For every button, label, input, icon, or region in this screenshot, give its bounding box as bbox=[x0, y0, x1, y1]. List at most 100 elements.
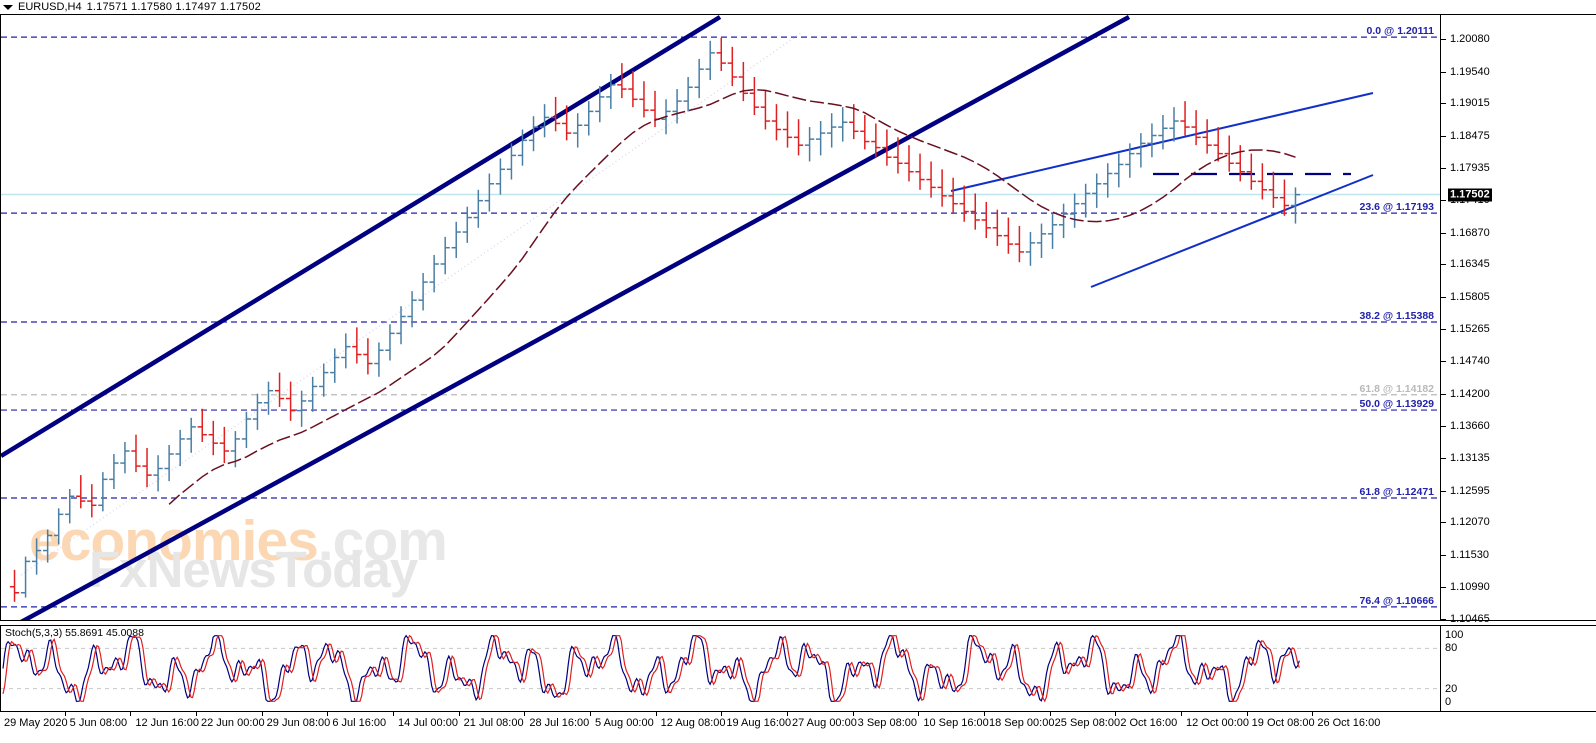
price-tick bbox=[1441, 103, 1446, 105]
fibonacci-label: 61.8 @ 1.14182 bbox=[1360, 383, 1435, 395]
time-axis-tick bbox=[721, 712, 723, 716]
price-tick bbox=[1441, 71, 1446, 73]
time-axis-tick bbox=[1312, 712, 1314, 716]
price-tick bbox=[1441, 264, 1446, 266]
time-axis-label: 27 Aug 00:00 bbox=[792, 717, 857, 729]
price-tick bbox=[1441, 490, 1446, 492]
price-axis-label: 1.13660 bbox=[1450, 420, 1490, 433]
price-axis-label: 1.10465 bbox=[1450, 613, 1490, 625]
fibonacci-label: 23.6 @ 1.17193 bbox=[1360, 201, 1435, 213]
fibonacci-label: 76.4 @ 1.10666 bbox=[1360, 595, 1435, 607]
price-axis-label: 1.16345 bbox=[1450, 258, 1490, 271]
time-axis-tick bbox=[852, 712, 854, 716]
stochastic-title: Stoch(5,3,3) 55.8691 45.0088 bbox=[5, 627, 144, 639]
stochastic-axis-label: 100 bbox=[1445, 629, 1464, 641]
time-axis-label: 29 Jun 08:00 bbox=[266, 717, 331, 729]
dotted-trendline bbox=[20, 32, 802, 576]
time-axis-tick bbox=[1115, 712, 1117, 716]
price-axis-label: 1.16870 bbox=[1450, 226, 1490, 239]
wedge-lower-line bbox=[1090, 174, 1374, 288]
stochastic-k-line bbox=[2, 634, 1300, 702]
time-axis-label: 12 Oct 00:00 bbox=[1186, 717, 1249, 729]
price-axis-label: 1.12070 bbox=[1450, 516, 1490, 529]
price-tick bbox=[1441, 457, 1446, 459]
price-axis[interactable]: 1.200801.195401.190151.184751.179351.174… bbox=[1441, 14, 1596, 625]
price-tick bbox=[1441, 329, 1446, 331]
time-axis-label: 6 Jul 16:00 bbox=[332, 717, 387, 729]
price-tick bbox=[1441, 135, 1446, 137]
time-axis-tick bbox=[327, 712, 329, 716]
stochastic-axis-label: 20 bbox=[1445, 682, 1458, 695]
time-axis[interactable]: 29 May 2020 5 Jun 08:00 12 Jun 16:00 22 Jun… bbox=[0, 712, 1441, 743]
price-tick bbox=[1441, 168, 1446, 170]
price-tick bbox=[1441, 232, 1446, 234]
symbol-header: EURUSD,H4 1.17571 1.17580 1.17497 1.1750… bbox=[0, 0, 261, 14]
time-axis-tick bbox=[655, 712, 657, 716]
time-axis-tick bbox=[130, 712, 132, 716]
price-axis-label: 1.19015 bbox=[1450, 97, 1490, 110]
stochastic-axis-label: 80 bbox=[1445, 642, 1458, 655]
moving-average-line bbox=[168, 88, 1296, 505]
time-axis-label: 12 Aug 08:00 bbox=[660, 717, 726, 729]
time-axis-tick bbox=[590, 712, 591, 716]
time-axis-label: 26 Oct 16:00 bbox=[1317, 717, 1381, 729]
price-axis-label: 1.19540 bbox=[1450, 65, 1490, 78]
time-axis-label: 14 Jul 00:00 bbox=[398, 717, 458, 729]
time-axis-label: 29 May 2020 bbox=[4, 717, 68, 729]
fibonacci-label: 61.8 @ 1.12471 bbox=[1360, 486, 1435, 498]
time-axis-label: 19 Aug 16:00 bbox=[726, 717, 792, 729]
time-axis-tick bbox=[64, 712, 66, 716]
symbol-name[interactable]: EURUSD,H4 bbox=[18, 1, 82, 13]
time-axis-tick bbox=[196, 712, 197, 716]
price-tick bbox=[1441, 39, 1446, 40]
price-axis-label: 1.11530 bbox=[1450, 548, 1489, 561]
price-tick bbox=[1441, 587, 1446, 589]
price-tick bbox=[1441, 200, 1446, 202]
time-axis-tick bbox=[458, 712, 460, 716]
price-axis-label: 1.12595 bbox=[1450, 484, 1490, 497]
price-tick bbox=[1441, 296, 1446, 298]
price-axis-label: 1.15265 bbox=[1450, 323, 1490, 336]
time-axis-label: 2 Oct 16:00 bbox=[1120, 717, 1178, 729]
price-chart-canvas: 0.0 @ 1.20111 23.6 @ 1.17193 38.2 @ 1.1538… bbox=[1, 15, 1440, 620]
price-tick bbox=[1441, 361, 1446, 363]
price-tick bbox=[1441, 522, 1446, 524]
price-tick bbox=[1441, 619, 1446, 620]
time-axis-tick bbox=[393, 712, 394, 716]
current-price-label: 1.17502 bbox=[1448, 188, 1492, 201]
wedge-upper-line bbox=[950, 92, 1374, 192]
time-axis-tick bbox=[984, 712, 985, 716]
time-axis-label: 25 Sep 08:00 bbox=[1054, 717, 1121, 729]
time-axis-label: 21 Jul 08:00 bbox=[463, 717, 524, 729]
trend-channel-line bbox=[1, 15, 722, 458]
time-axis-label: 19 Oct 08:00 bbox=[1251, 717, 1315, 729]
time-axis-label: 12 Jun 16:00 bbox=[135, 717, 199, 729]
price-tick bbox=[1441, 554, 1446, 556]
ohlc-bars bbox=[9, 37, 1301, 602]
price-chart-panel[interactable]: economies.com FxNewsToday 0.0 @ 1.201112… bbox=[0, 14, 1441, 621]
stochastic-canvas bbox=[1, 634, 1440, 703]
time-axis-tick bbox=[1049, 712, 1051, 716]
time-axis-label: 18 Sep 00:00 bbox=[989, 717, 1055, 729]
time-axis-label: 28 Jul 16:00 bbox=[529, 717, 590, 729]
price-tick bbox=[1441, 426, 1446, 428]
time-axis-label: 5 Jun 08:00 bbox=[69, 717, 128, 729]
fibonacci-label: 50.0 @ 1.13929 bbox=[1360, 398, 1435, 410]
price-axis-label: 1.18475 bbox=[1450, 129, 1490, 142]
price-axis-label: 1.15805 bbox=[1450, 290, 1490, 303]
time-axis-tick bbox=[918, 712, 920, 716]
time-axis-label: 3 Sep 08:00 bbox=[857, 717, 917, 729]
fibonacci-label: 38.2 @ 1.15388 bbox=[1360, 310, 1435, 322]
price-axis-label: 1.13135 bbox=[1450, 451, 1490, 464]
price-axis-label: 1.20080 bbox=[1450, 33, 1490, 45]
price-axis-label: 1.14200 bbox=[1450, 387, 1490, 400]
time-axis-tick bbox=[1246, 712, 1248, 716]
price-axis-label: 1.14740 bbox=[1450, 355, 1490, 368]
fibonacci-label: 0.0 @ 1.20111 bbox=[1367, 25, 1435, 37]
ohlc-values: 1.17571 1.17580 1.17497 1.17502 bbox=[86, 1, 261, 13]
stochastic-axis-label: 0 bbox=[1445, 696, 1452, 708]
chevron-down-icon[interactable] bbox=[3, 4, 13, 10]
stochastic-panel[interactable]: Stoch(5,3,3) 55.8691 45.0088 bbox=[0, 625, 1441, 712]
time-axis-tick bbox=[524, 712, 526, 716]
